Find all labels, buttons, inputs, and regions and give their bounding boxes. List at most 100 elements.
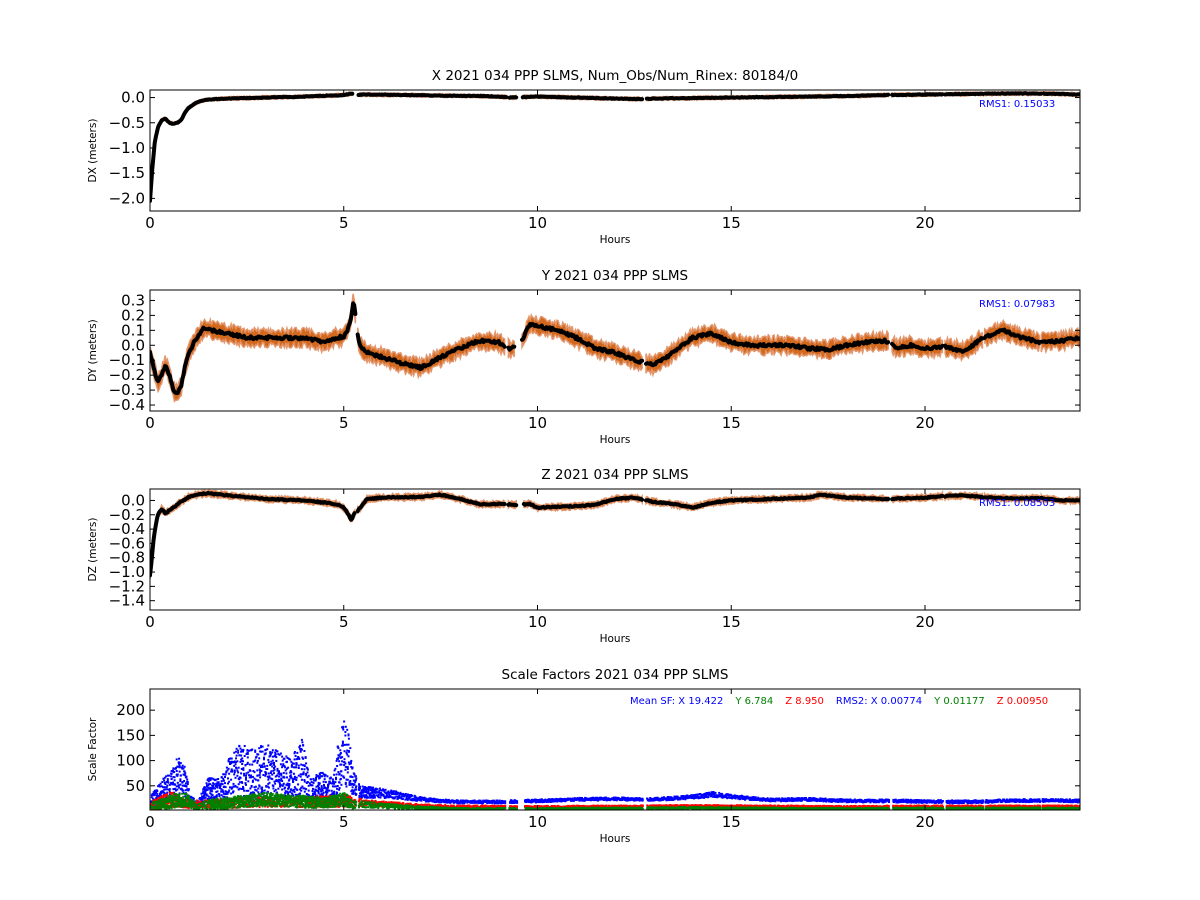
sf-point-x	[267, 758, 270, 761]
sf-point-x	[218, 793, 221, 796]
sf-point-x	[695, 796, 698, 799]
x-tick-label: 15	[722, 613, 741, 631]
sf-point-x	[245, 753, 248, 755]
sf-point-x	[331, 785, 334, 788]
sf-point-x	[302, 771, 305, 774]
sf-point-x	[303, 750, 306, 752]
sf-point-x	[292, 766, 295, 769]
sf-point-x	[721, 794, 724, 797]
sf-point-x	[446, 799, 449, 802]
sf-point-x	[224, 790, 227, 793]
sf-point-x	[406, 798, 409, 801]
sf-point-x	[246, 749, 249, 752]
sf-point-x	[265, 784, 268, 787]
sf-point-x	[693, 797, 696, 800]
data-line-segment	[943, 336, 985, 354]
sf-point-x	[203, 794, 205, 797]
sf-point-x	[633, 799, 636, 802]
sf-point-x	[270, 763, 273, 765]
sf-point-x	[707, 793, 710, 796]
sf-point-z	[374, 799, 377, 802]
sf-point-x	[280, 777, 283, 780]
x-tick-label: 10	[528, 214, 547, 232]
sf-point-x	[296, 788, 299, 791]
sf-point-x	[549, 800, 552, 803]
sf-point-x	[273, 780, 276, 783]
sf-point-x	[281, 784, 284, 787]
sf-point-x	[175, 785, 178, 788]
sf-point-x	[367, 796, 370, 799]
sf-point-x	[329, 777, 332, 780]
sf-point-x	[437, 799, 440, 802]
sf-point-x	[824, 797, 827, 800]
sf-point-x	[211, 794, 214, 797]
sf-point-x	[173, 779, 176, 782]
sf-point-x	[217, 784, 220, 787]
sf-point-x	[154, 792, 157, 795]
sf-point-x	[323, 775, 326, 778]
sf-point-x	[150, 796, 153, 799]
sf-point-x	[398, 795, 401, 798]
sf-point-x	[614, 796, 617, 799]
sf-point-x	[224, 773, 227, 776]
sf-point-x	[343, 776, 346, 779]
sf-point-x	[379, 789, 382, 792]
sf-point-x	[236, 760, 239, 763]
x-tick-label: 5	[339, 214, 349, 232]
sf-point-x	[237, 788, 240, 791]
sf-point-x	[269, 753, 272, 756]
sf-point-x	[153, 793, 156, 796]
sf-point-x	[282, 763, 285, 766]
sf-point-x	[237, 766, 240, 769]
sf-point-x	[306, 781, 309, 784]
sf-point-x	[413, 799, 415, 802]
sf-point-x	[220, 776, 223, 779]
sf-point-x	[230, 787, 233, 790]
x-axis-label: Hours	[600, 633, 631, 645]
sf-point-x	[278, 775, 280, 778]
plot-data	[150, 293, 1080, 403]
sf-point-x	[336, 787, 339, 790]
sf-point-x	[772, 799, 775, 802]
sf-point-x	[415, 796, 418, 799]
chart-title: X 2021 034 PPP SLMS, Num_Obs/Num_Rinex: …	[432, 68, 798, 84]
sf-point-x	[361, 794, 364, 797]
sf-point-x	[299, 773, 302, 776]
sf-point-x	[206, 779, 209, 782]
sf-point-x	[322, 791, 325, 794]
y-tick-label: −2.0	[109, 189, 145, 207]
sf-point-x	[299, 744, 302, 747]
sf-point-x	[485, 801, 488, 804]
sf-point-x	[1039, 800, 1042, 803]
sf-point-x	[491, 801, 494, 804]
sf-point-x	[315, 777, 317, 780]
sf-point-x	[343, 758, 346, 761]
sf-point-x	[341, 742, 344, 745]
sf-point-x	[379, 796, 382, 799]
sf-point-x	[294, 787, 297, 790]
sf-point-z	[209, 806, 211, 809]
sf-point-x	[216, 790, 219, 793]
sf-point-x	[710, 794, 713, 797]
sf-point-x	[1009, 798, 1012, 801]
sf-point-x	[885, 800, 888, 803]
sf-point-x	[166, 784, 169, 787]
sf-point-x	[438, 801, 441, 804]
sf-point-x	[227, 791, 230, 794]
sf-point-x	[362, 794, 365, 797]
sf-point-x	[227, 777, 229, 780]
sf-point-z	[155, 799, 157, 801]
sf-point-x	[877, 800, 880, 802]
sf-point-x	[156, 793, 159, 795]
sf-point-x	[253, 791, 255, 794]
sf-point-x	[206, 794, 209, 797]
sf-point-z	[281, 797, 283, 800]
sf-point-x	[349, 782, 352, 785]
sf-point-x	[349, 761, 352, 764]
sf-point-x	[210, 788, 213, 791]
sf-point-x	[953, 802, 956, 804]
sf-point-x	[184, 774, 187, 777]
sf-point-z	[205, 799, 208, 802]
sf-point-x	[286, 782, 289, 785]
sf-point-x	[253, 771, 256, 774]
